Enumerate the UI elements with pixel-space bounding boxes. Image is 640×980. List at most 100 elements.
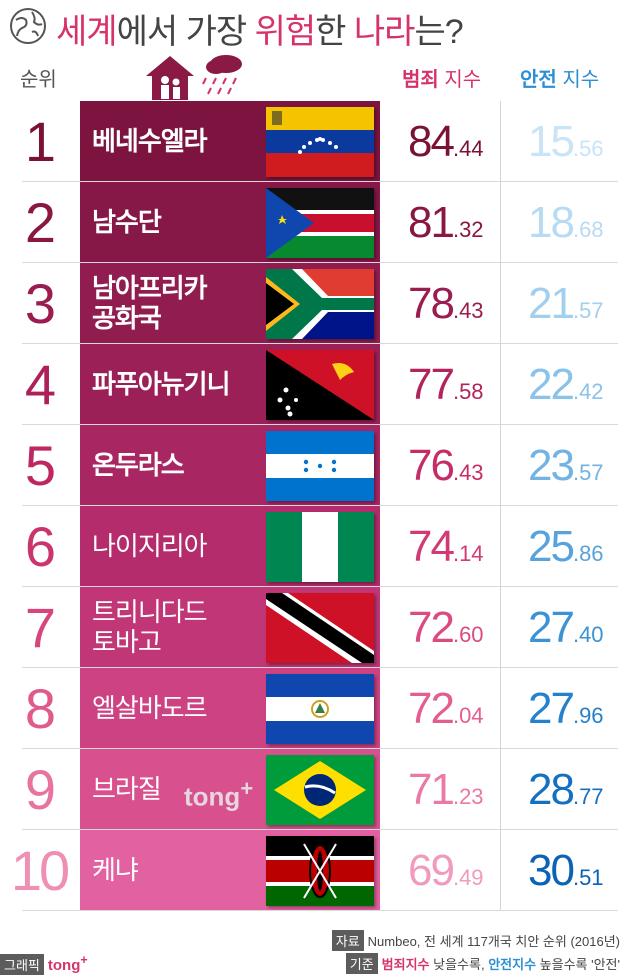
globe-icon [10, 8, 46, 44]
row-divider [22, 586, 618, 587]
rank-number: 3 [24, 272, 56, 335]
crime-index-value: 77.58 [408, 344, 484, 425]
venezuela-flag-icon [266, 107, 374, 177]
source-text: Numbeo, 전 세계 117개국 치안 순위 (2016년) [367, 934, 620, 949]
safety-dec: .42 [572, 379, 604, 404]
nigeria-flag-icon [266, 512, 374, 582]
crime-dec: .43 [452, 298, 484, 323]
crime-int: 71 [408, 765, 455, 814]
watermark: tong+ [184, 776, 254, 812]
row-divider [22, 505, 618, 506]
crime-int: 74 [408, 522, 455, 571]
crime-index-value: 76.43 [408, 425, 484, 506]
safety-int: 27 [528, 684, 575, 733]
safety-dec: .40 [572, 622, 604, 647]
basis-note: 기준 범죄지수 낮을수록, 안전지수 높을수록 '안전' [345, 953, 620, 974]
column-divider [500, 101, 501, 911]
header-rank: 순위 [20, 69, 57, 91]
safety-index-value: 23.57 [528, 425, 604, 506]
tong-logo: tong+ [47, 953, 88, 974]
crime-dec: .60 [452, 622, 484, 647]
safety-index-value: 21.57 [528, 263, 604, 344]
safety-dec: .77 [572, 784, 604, 809]
safety-index-value: 22.42 [528, 344, 604, 425]
crime-int: 76 [408, 441, 455, 490]
safety-dec: .86 [572, 541, 604, 566]
basis-crime: 범죄지수 [381, 957, 430, 972]
title-part: 한 [315, 13, 354, 51]
title-part: 는? [414, 13, 463, 51]
source-tag: 자료 [331, 930, 364, 951]
title-part: 에서 가장 [116, 13, 255, 51]
crime-index-value: 81.32 [408, 182, 484, 263]
source-note: 자료 Numbeo, 전 세계 117개국 치안 순위 (2016년) [331, 930, 620, 951]
crime-dec: .23 [452, 784, 484, 809]
table-row: 10 케냐 69.49 30.51 [0, 830, 640, 911]
header-safety-index: 안전 지수 [520, 60, 599, 100]
safety-index-value: 27.96 [528, 668, 604, 749]
basis-end: 높을수록 '안전' [536, 957, 620, 972]
safety-int: 27 [528, 603, 575, 652]
safety-int: 22 [528, 360, 575, 409]
crime-int: 72 [408, 603, 455, 652]
row-divider [22, 910, 618, 911]
table-row: 9 브라질 71.23 28.77 [0, 749, 640, 830]
country-name: 케냐 [92, 854, 139, 885]
header-safety-rest: 지수 [556, 69, 600, 91]
page-title: 세계에서 가장 위험한 나라는? [56, 4, 464, 53]
south-sudan-flag-icon [266, 188, 374, 258]
country-name: 베네수엘라 [92, 125, 208, 156]
credit-logo-text: tong [47, 957, 81, 974]
crime-int: 84 [408, 117, 455, 166]
crime-dec: .32 [452, 217, 484, 242]
row-divider [22, 262, 618, 263]
safety-index-value: 18.68 [528, 182, 604, 263]
crime-dec: .49 [452, 865, 484, 890]
rank-number: 10 [10, 839, 70, 902]
crime-int: 78 [408, 279, 455, 328]
crime-dec: .44 [452, 136, 484, 161]
crime-index-value: 78.43 [408, 263, 484, 344]
title-bar: 세계에서 가장 위험한 나라는? [0, 0, 640, 60]
kenya-flag-icon [266, 836, 374, 906]
brazil-flag-icon [266, 755, 374, 825]
papua-new-guinea-flag-icon [266, 350, 374, 420]
title-part: 위험 [254, 13, 317, 51]
crime-int: 77 [408, 360, 455, 409]
crime-index-value: 69.49 [408, 830, 484, 911]
row-divider [22, 424, 618, 425]
rank-number: 6 [24, 515, 56, 578]
basis-safety: 안전지수 [488, 957, 537, 972]
rank-number: 8 [24, 677, 56, 740]
title-part: 나라 [353, 13, 416, 51]
country-name: 남아프리카 공화국 [92, 272, 208, 333]
rank-number: 2 [24, 191, 56, 254]
safety-index-value: 28.77 [528, 749, 604, 830]
basis-mid: 낮을수록, [429, 957, 489, 972]
header-crime-bold: 범죄 [402, 69, 439, 91]
crime-index-value: 84.44 [408, 101, 484, 182]
safety-index-value: 15.56 [528, 101, 604, 182]
safety-int: 23 [528, 441, 575, 490]
table-row: 6 나이지리아 74.14 25.86 [0, 506, 640, 587]
crime-dec: .04 [452, 703, 484, 728]
crime-dec: .58 [452, 379, 484, 404]
house-rain-icon [146, 55, 242, 100]
safety-index-value: 27.40 [528, 587, 604, 668]
table-row: 7 트리니다드 토바고 72.60 27.40 [0, 587, 640, 668]
watermark-text: tong [184, 781, 241, 812]
crime-index-value: 74.14 [408, 506, 484, 587]
safety-int: 15 [528, 117, 575, 166]
crime-index-value: 72.04 [408, 668, 484, 749]
country-name: 파푸아뉴기니 [92, 368, 231, 399]
country-name: 남수단 [92, 206, 162, 237]
crime-dec: .14 [452, 541, 484, 566]
table-row: 4 파푸아뉴기니 77.58 22.42 [0, 344, 640, 425]
table-row: 2 남수단 81.32 18.68 [0, 182, 640, 263]
rank-number: 9 [24, 758, 56, 821]
credit-tag: 그래픽 [0, 954, 44, 975]
country-name: 온두라스 [92, 449, 185, 480]
safety-int: 21 [528, 279, 575, 328]
table-row: 3 남아프리카 공화국 78.43 21.57 [0, 263, 640, 344]
crime-index-value: 71.23 [408, 749, 484, 830]
